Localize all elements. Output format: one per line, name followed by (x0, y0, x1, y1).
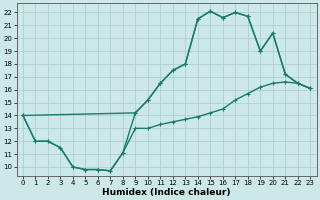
X-axis label: Humidex (Indice chaleur): Humidex (Indice chaleur) (102, 188, 231, 197)
